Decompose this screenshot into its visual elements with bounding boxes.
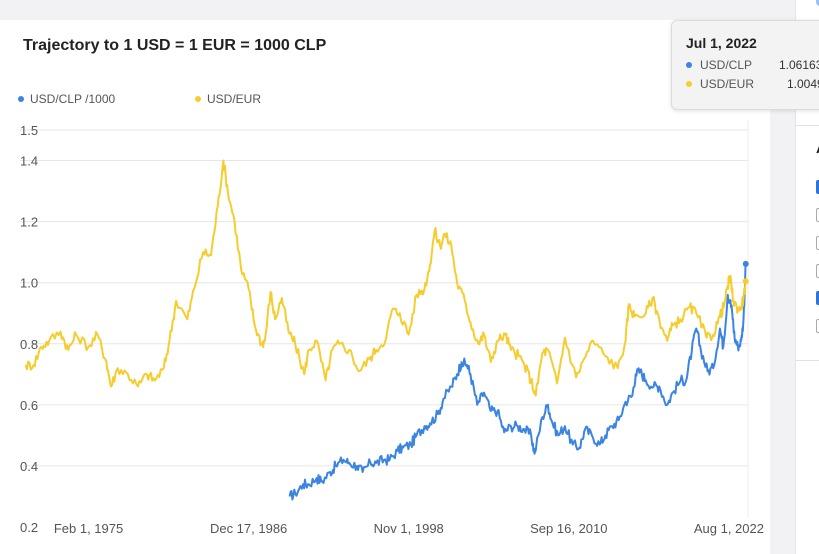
chart-tooltip: Jul 1, 2022 USD/CLP 1.06163 USD/EUR 1.00… bbox=[671, 20, 819, 110]
legend-label-usd-eur: USD/EUR bbox=[207, 92, 262, 106]
panel-heading-initial: A bbox=[816, 140, 819, 157]
y-tick-label-0.4: 0.4 bbox=[20, 459, 38, 474]
hover-marker-usd-eur bbox=[742, 278, 749, 285]
legend-item-usd-clp[interactable]: USD/CLP /1000 bbox=[18, 92, 115, 106]
y-axis-labels: 0.2 0.4 0.6 0.8 1.0 1.2 1.4 1.5 bbox=[20, 123, 38, 535]
tooltip-row-usd-clp: USD/CLP 1.06163 bbox=[686, 58, 819, 72]
panel-checkbox-6[interactable] bbox=[816, 319, 819, 333]
panel-checkbox-3[interactable] bbox=[816, 236, 819, 250]
x-tick-label-1: Dec 17, 1986 bbox=[210, 521, 287, 536]
panel-checkbox-5[interactable] bbox=[816, 291, 819, 305]
chart-card bbox=[0, 20, 770, 554]
y-tick-label-0.2: 0.2 bbox=[20, 520, 38, 535]
x-axis-labels: Feb 1, 1975 Dec 17, 1986 Nov 1, 1998 Sep 16… bbox=[54, 521, 764, 536]
hover-marker-usd-clp bbox=[742, 260, 749, 267]
tooltip-value-usd-clp: 1.06163 bbox=[779, 58, 819, 72]
x-tick-label-2: Nov 1, 1998 bbox=[374, 521, 444, 536]
panel-divider bbox=[796, 125, 819, 126]
legend-dot-usd-clp bbox=[18, 96, 24, 102]
series-line-usd-eur bbox=[24, 159, 747, 397]
chart-title: Trajectory to 1 USD = 1 EUR = 1000 CLP bbox=[23, 37, 327, 54]
y-tick-label-1.5: 1.5 bbox=[20, 123, 38, 138]
y-tick-label-0.8: 0.8 bbox=[20, 337, 38, 352]
panel-checkbox-2[interactable] bbox=[816, 208, 819, 222]
tooltip-row-usd-eur: USD/EUR 1.0049 bbox=[686, 77, 819, 91]
tooltip-dot-usd-clp bbox=[686, 62, 692, 68]
panel-indicator-icon bbox=[816, 0, 819, 6]
tooltip-value-usd-eur: 1.0049 bbox=[787, 77, 819, 91]
tooltip-dot-usd-eur bbox=[686, 81, 692, 87]
y-tick-label-1.4: 1.4 bbox=[20, 154, 38, 169]
y-tick-label-1.2: 1.2 bbox=[20, 215, 38, 230]
tooltip-title: Jul 1, 2022 bbox=[686, 35, 757, 51]
panel-checkbox-4[interactable] bbox=[816, 264, 819, 278]
chart-grid bbox=[20, 120, 749, 517]
legend-item-usd-eur[interactable]: USD/EUR bbox=[195, 92, 261, 106]
x-tick-label-3: Sep 16, 2010 bbox=[530, 521, 607, 536]
tooltip-label-usd-clp: USD/CLP bbox=[700, 58, 753, 72]
panel-divider-bottom bbox=[796, 360, 819, 361]
y-tick-label-0.6: 0.6 bbox=[20, 398, 38, 413]
y-tick-label-1.0: 1.0 bbox=[20, 276, 38, 291]
legend-dot-usd-eur bbox=[195, 96, 201, 102]
chart-lines bbox=[24, 159, 747, 501]
series-line-usd-clp bbox=[288, 263, 747, 501]
x-tick-label-0: Feb 1, 1975 bbox=[54, 521, 123, 536]
panel-checkbox-1[interactable] bbox=[816, 180, 819, 194]
legend-label-usd-clp: USD/CLP /1000 bbox=[30, 92, 116, 106]
hover-markers bbox=[742, 260, 749, 285]
tooltip-label-usd-eur: USD/EUR bbox=[700, 77, 755, 91]
chart-plot[interactable]: 0.2 0.4 0.6 0.8 1.0 1.2 1.4 1.5 Feb 1, 1975 Dec … bbox=[0, 0, 770, 554]
x-tick-label-4: Aug 1, 2022 bbox=[694, 521, 764, 536]
top-bar bbox=[0, 0, 795, 20]
